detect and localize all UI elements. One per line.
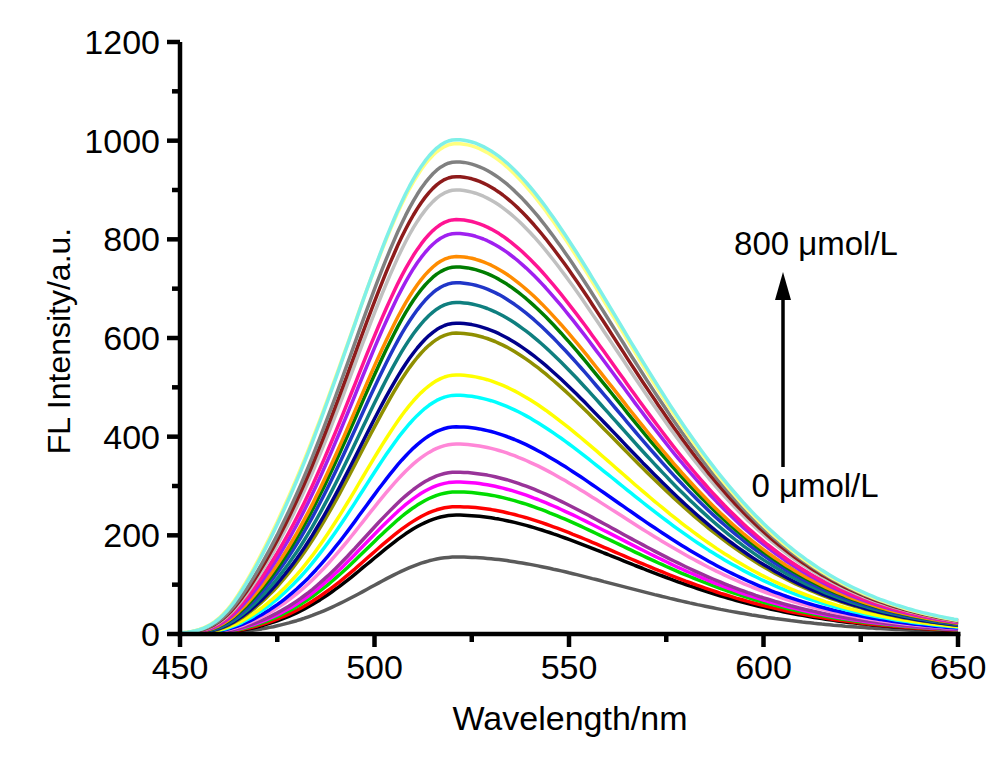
min-concentration-label: 0 μmol/L: [751, 467, 878, 504]
max-concentration-label: 800 μmol/L: [734, 225, 898, 262]
x-axis-title: Wavelength/nm: [453, 699, 688, 737]
x-tick-label: 450: [152, 648, 209, 686]
x-tick-label: 500: [346, 648, 403, 686]
x-tick-label: 600: [735, 648, 792, 686]
y-tick-label: 200: [103, 516, 160, 554]
concentration-annotation: 800 μmol/L 0 μmol/L: [734, 225, 898, 504]
y-tick-label: 800: [103, 220, 160, 258]
x-tick-label: 650: [930, 648, 987, 686]
figure: { "annotations": { "max_concentration": …: [0, 0, 1000, 766]
y-tick-label: 1200: [84, 23, 160, 61]
y-tick-label: 400: [103, 418, 160, 456]
concentration-arrow-head: [775, 272, 791, 300]
fluorescence-spectra-chart: 450 500 550 600 650 0 200 400 600 800 1000 1200 Wav…: [0, 0, 1000, 766]
y-tick-label: 0: [141, 615, 160, 653]
y-axis-title: FL Intensity/a.u.: [41, 228, 77, 454]
y-tick-label: 1000: [84, 122, 160, 160]
y-tick-label: 600: [103, 319, 160, 357]
spectra-curves: [180, 140, 958, 634]
x-tick-label: 550: [541, 648, 598, 686]
